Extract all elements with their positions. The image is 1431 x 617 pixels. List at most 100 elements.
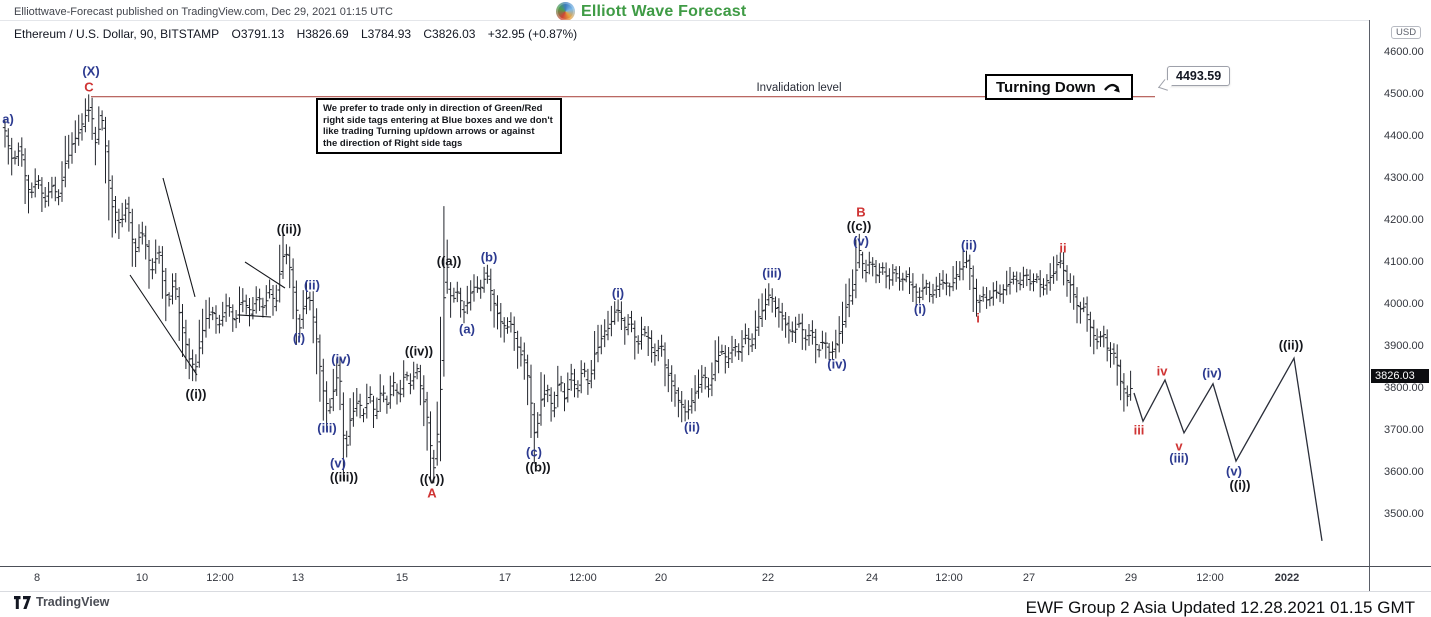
- wave-label: (i): [913, 301, 927, 317]
- ewf-credit-text: EWF Group 2 Asia Updated 12.28.2021 01.1…: [1025, 598, 1415, 617]
- invalidation-price-value: 4493.59: [1176, 69, 1222, 83]
- publish-note: Elliottwave-Forecast published on Tradin…: [14, 6, 393, 18]
- ohlc-open-close-ticks: [2, 107, 1133, 469]
- time-axis[interactable]: 8 10 12:00 13 15 17 12:00 20 22 24 12:00 27 29 12:00 2…: [0, 566, 1431, 592]
- wave-label: v: [1175, 438, 1183, 454]
- time-tick: 22: [761, 572, 775, 584]
- price-tick: 4200.00: [1384, 214, 1424, 226]
- forecast-zigzag-path: [1133, 356, 1323, 541]
- price-tick: 4100.00: [1384, 256, 1424, 268]
- price-tick: 4600.00: [1384, 46, 1424, 58]
- wave-label: ((ii)): [1278, 337, 1304, 353]
- wave-label: ((iv)): [404, 343, 434, 359]
- wave-label: ((i)): [185, 386, 207, 402]
- time-tick: 10: [135, 572, 149, 584]
- price-tick: 4300.00: [1384, 172, 1424, 184]
- wave-label: iii: [1133, 422, 1145, 438]
- ewf-logo-icon: [556, 2, 575, 21]
- trading-note-box: We prefer to trade only in direction of …: [316, 98, 562, 154]
- wave-label: ((i)): [1229, 477, 1251, 493]
- ohlc-close: C3826.03: [423, 27, 476, 41]
- ohlc-high: H3826.69: [296, 27, 349, 41]
- header-divider: [0, 20, 1431, 21]
- wave-label: (ii): [304, 277, 320, 293]
- tradingview-logo[interactable]: TradingView: [14, 595, 109, 609]
- currency-unit-badge: USD: [1391, 26, 1422, 39]
- wave-label: (iv): [331, 351, 351, 367]
- wave-label: (iv): [1202, 365, 1222, 381]
- time-tick: 20: [654, 572, 668, 584]
- ohlc-open: O3791.13: [231, 27, 285, 41]
- time-tick: 12:00: [206, 572, 234, 584]
- wave-label: iv: [1156, 363, 1168, 379]
- symbol-title: Ethereum / U.S. Dollar, 90, BITSTAMP: [14, 27, 220, 41]
- wave-label: (v): [853, 233, 869, 249]
- wave-label: (iii): [317, 420, 337, 436]
- trendlines: [129, 177, 286, 376]
- wave-label: ((ii)): [276, 221, 302, 237]
- ohlc-bars: [4, 94, 1132, 484]
- curved-down-arrow-icon: [1103, 83, 1120, 93]
- wave-label: ((v)): [419, 471, 445, 487]
- price-tick: 4500.00: [1384, 88, 1424, 100]
- tradingview-glyph-icon: [14, 595, 31, 609]
- time-tick: 12:00: [1196, 572, 1224, 584]
- turning-down-label: Turning Down: [996, 78, 1096, 96]
- time-tick: 29: [1124, 572, 1138, 584]
- wave-label: B: [856, 204, 866, 220]
- tradingview-label: TradingView: [36, 595, 110, 609]
- wave-label: (ii): [684, 419, 700, 435]
- price-tick: 3600.00: [1384, 466, 1424, 478]
- wave-label: ((b)): [525, 459, 551, 475]
- wave-label: (i): [611, 285, 625, 301]
- last-price-badge: 3826.03: [1371, 369, 1429, 384]
- time-tick: 15: [395, 572, 409, 584]
- symbol-info[interactable]: Ethereum / U.S. Dollar, 90, BITSTAMP O37…: [14, 27, 586, 41]
- ewf-brand: Elliott Wave Forecast: [556, 2, 746, 21]
- invalidation-price-callout: 4493.59: [1157, 66, 1231, 91]
- time-tick: 13: [291, 572, 305, 584]
- axis-corner-divider: [1369, 567, 1370, 591]
- wave-label: ((iii)): [329, 469, 359, 485]
- wave-label: (c): [526, 444, 542, 460]
- invalidation-level-label: Invalidation level: [756, 82, 842, 94]
- ohlc-low: L3784.93: [360, 27, 412, 41]
- price-tick: 3900.00: [1384, 340, 1424, 352]
- turning-down-box: Turning Down: [985, 74, 1133, 100]
- time-tick: 2022: [1274, 572, 1300, 584]
- wave-label: (iii): [1169, 450, 1189, 466]
- wave-label: ((c)): [846, 218, 872, 234]
- time-tick: 8: [33, 572, 41, 584]
- price-tick: 3700.00: [1384, 424, 1424, 436]
- wave-label: A: [427, 485, 437, 501]
- wave-label: ((a)): [436, 253, 462, 269]
- wave-label: (v): [330, 455, 346, 471]
- wave-label: ii: [1059, 240, 1067, 256]
- wave-label: (ii): [961, 237, 977, 253]
- price-change: +32.95 (+0.87%): [487, 27, 578, 41]
- price-tick: 4400.00: [1384, 130, 1424, 142]
- chart-canvas[interactable]: [0, 20, 1369, 566]
- wave-label: i: [976, 310, 980, 326]
- wave-label: (i): [292, 330, 306, 346]
- time-tick: 12:00: [569, 572, 597, 584]
- wave-label: (iv): [827, 356, 847, 372]
- wave-label: (iii): [762, 265, 782, 281]
- price-tick: 3800.00: [1384, 382, 1424, 394]
- time-tick: 27: [1022, 572, 1036, 584]
- time-tick: 24: [865, 572, 879, 584]
- wave-label: (X): [82, 63, 100, 79]
- wave-label: C: [84, 79, 94, 95]
- price-chart-svg: [2, 94, 1323, 541]
- wave-label: (b): [480, 249, 498, 265]
- ewf-brand-text: Elliott Wave Forecast: [581, 2, 747, 20]
- time-tick: 12:00: [935, 572, 963, 584]
- price-tick: 4000.00: [1384, 298, 1424, 310]
- wave-label: (v): [1226, 463, 1242, 479]
- wave-label: (a): [459, 321, 475, 337]
- time-tick: 17: [498, 572, 512, 584]
- price-axis[interactable]: USD 4600.00 4500.00 4400.00 4300.00 4200.00 4…: [1369, 20, 1431, 566]
- price-tick: 3500.00: [1384, 508, 1424, 520]
- wave-label: a): [2, 111, 14, 127]
